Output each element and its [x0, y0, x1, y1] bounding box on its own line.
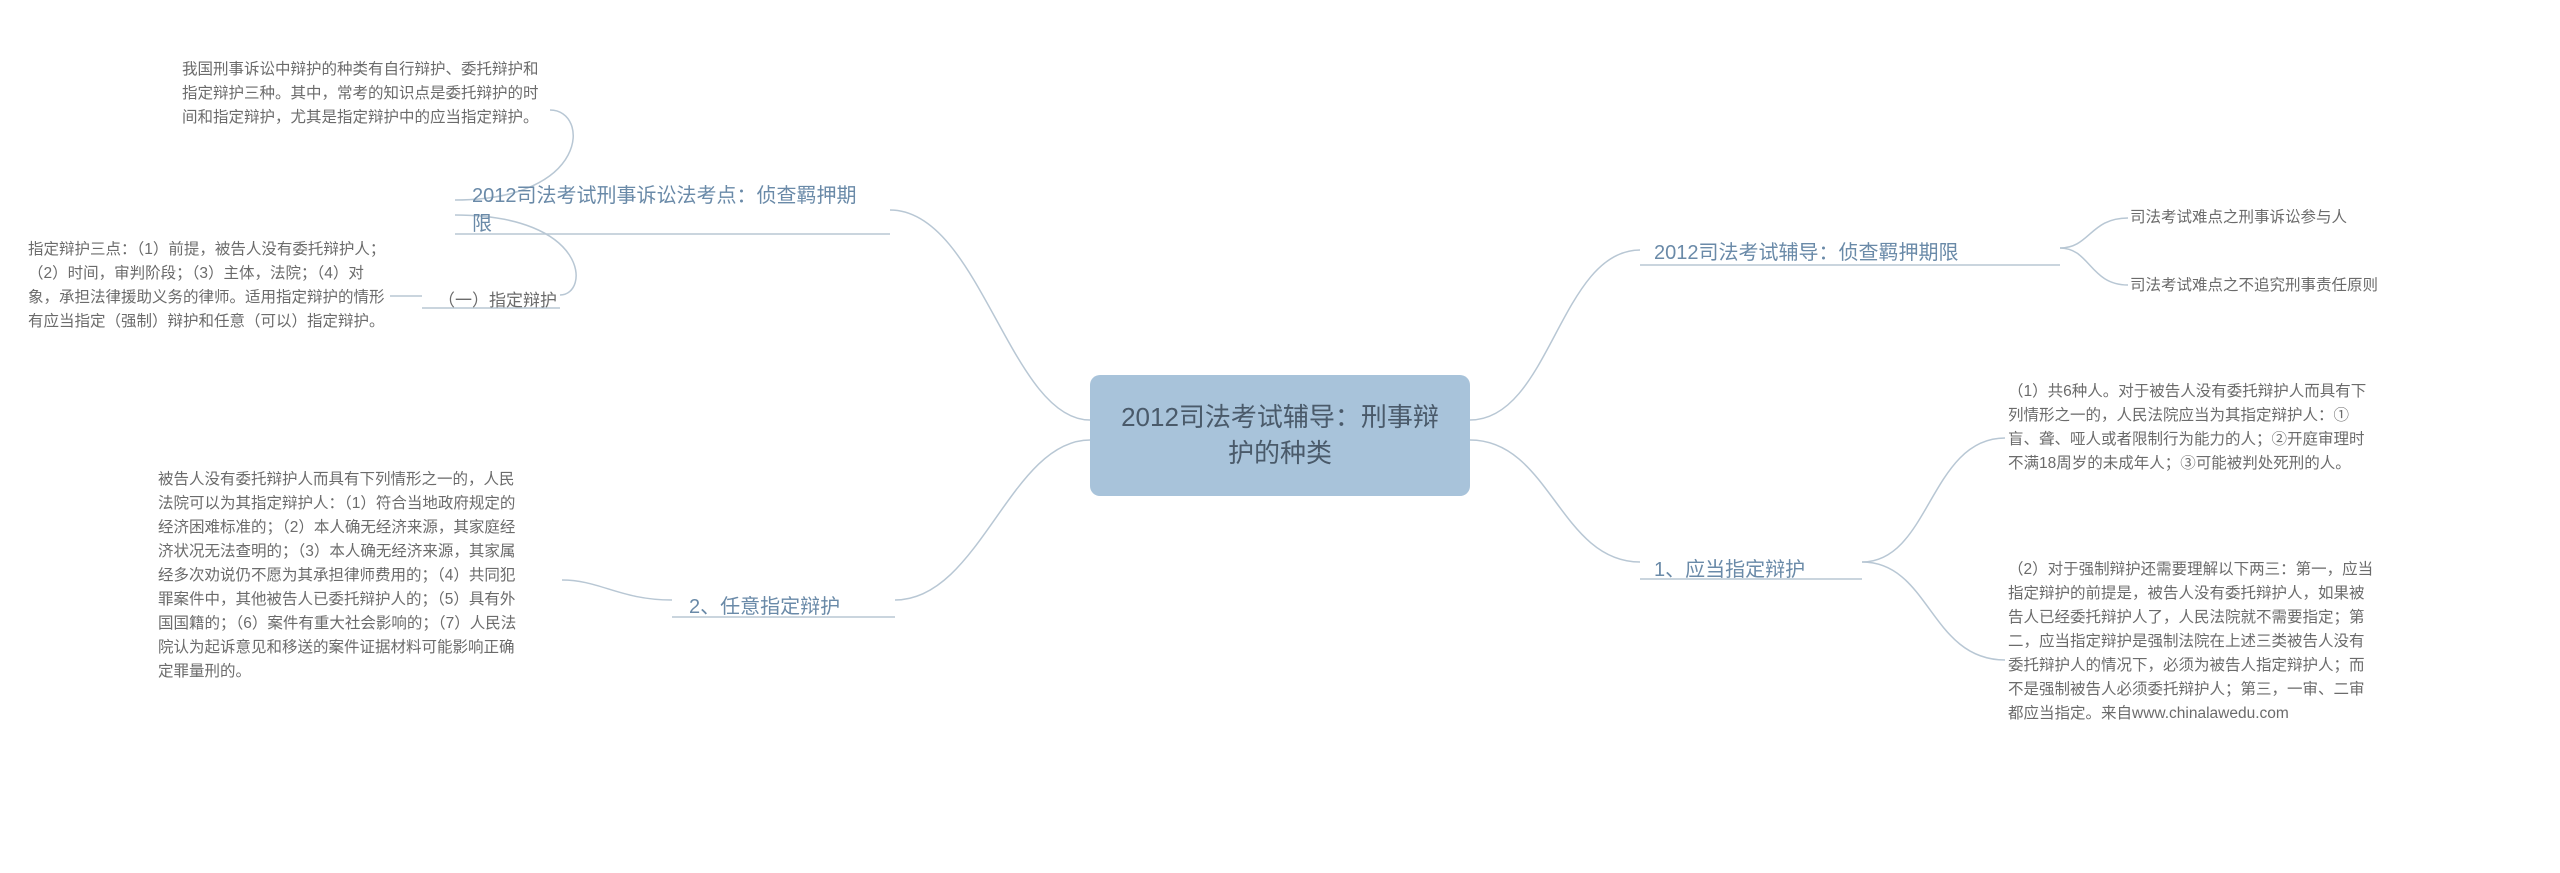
- leaf-left-top-1-sub: 指定辩护三点：（1）前提，被告人没有委托辩护人；（2）时间，审判阶段；（3）主体…: [28, 238, 388, 334]
- leaf-right-bottom-0: （1）共6种人。对于被告人没有委托辩护人而具有下列情形之一的，人民法院应当为其指…: [2008, 380, 2378, 476]
- branch-right-bottom-label: 1、应当指定辩护: [1654, 559, 1805, 581]
- leaf-left-top-0: 我国刑事诉讼中辩护的种类有自行辩护、委托辩护和指定辩护三种。其中，常考的知识点是…: [182, 58, 542, 130]
- branch-left-top: 2012司法考试刑事诉讼法考点：侦查羁押期限: [458, 172, 888, 248]
- branch-right-top-label: 2012司法考试辅导：侦查羁押期限: [1654, 242, 1959, 264]
- branch-right-bottom: 1、应当指定辩护: [1640, 545, 1860, 595]
- leaf-right-top-1: 司法考试难点之不追究刑事责任原则: [2130, 274, 2450, 298]
- leaf-right-bottom-1: （2）对于强制辩护还需要理解以下两三：第一，应当指定辩护的前提是，被告人没有委托…: [2008, 558, 2378, 726]
- branch-left-bottom: 2、任意指定辩护: [675, 582, 895, 632]
- branch-right-top: 2012司法考试辅导：侦查羁押期限: [1640, 228, 2060, 278]
- branch-left-bottom-label: 2、任意指定辩护: [689, 596, 840, 618]
- leaf-left-top-1: （一）指定辩护: [424, 278, 584, 324]
- leaf-right-top-0: 司法考试难点之刑事诉讼参与人: [2130, 206, 2430, 230]
- branch-left-top-label: 2012司法考试刑事诉讼法考点：侦查羁押期限: [472, 185, 857, 235]
- root-node: 2012司法考试辅导：刑事辩护的种类: [1090, 375, 1470, 496]
- root-text: 2012司法考试辅导：刑事辩护的种类: [1121, 402, 1439, 468]
- leaf-left-bottom-0: 被告人没有委托辩护人而具有下列情形之一的，人民法院可以为其指定辩护人：（1）符合…: [158, 468, 528, 684]
